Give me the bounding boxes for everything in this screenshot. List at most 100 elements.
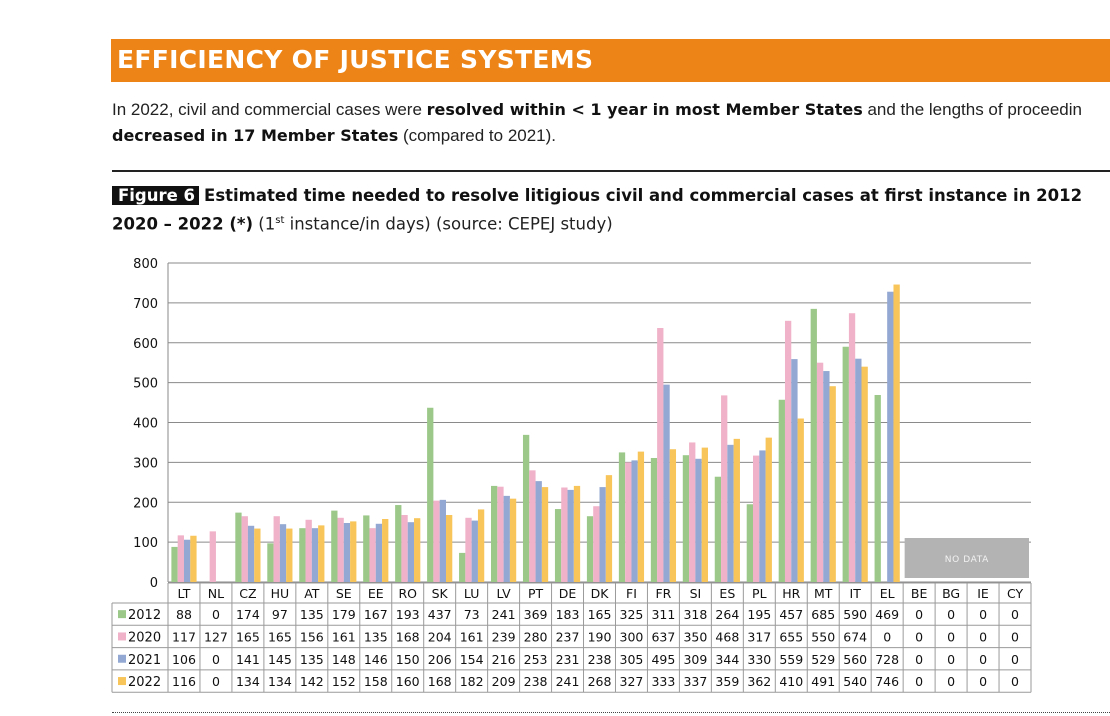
- category-label: ES: [719, 586, 735, 601]
- table-cell: 145: [268, 652, 292, 667]
- bar-DK-2012: [586, 516, 594, 582]
- y-tick-label: 600: [133, 337, 158, 352]
- table-cell: 362: [747, 674, 771, 689]
- figure-subtitle-pre: (1: [253, 214, 276, 234]
- bar-IT-2022: [861, 366, 868, 582]
- bar-FI-2021: [631, 460, 638, 582]
- category-label: LU: [464, 586, 480, 601]
- bar-HR-2020: [784, 320, 792, 582]
- table-cell: 311: [651, 607, 675, 622]
- table-cell: 550: [811, 629, 835, 644]
- bar-CZ-2021: [247, 525, 255, 582]
- table-cell: 350: [683, 629, 707, 644]
- bar-DE-2021: [567, 489, 574, 582]
- bar-CZ-2020: [241, 516, 248, 582]
- table-cell: 142: [300, 674, 324, 689]
- bar-PT-2020: [529, 470, 536, 582]
- figure-subtitle-post: instance/in days) (source: CEPEJ study): [284, 214, 613, 234]
- section-title: EFFICIENCY OF JUSTICE SYSTEMS: [117, 45, 594, 74]
- table-cell: 216: [492, 652, 516, 667]
- table-cell: 0: [212, 652, 220, 667]
- category-label: SE: [336, 586, 352, 601]
- table-cell: 73: [464, 607, 480, 622]
- category-label: FR: [655, 586, 671, 601]
- table-cell: 0: [947, 629, 955, 644]
- figure-subtitle-sup: st: [275, 215, 285, 226]
- bar-DE-2022: [573, 485, 581, 582]
- table-cell: 637: [651, 629, 675, 644]
- bar-AT-2020: [305, 519, 312, 582]
- data-table: LT NL CZ HU AT SE EE RO SK LU LV PT DE DK FI FR SI ES PL HR…: [111, 582, 1032, 693]
- bar-SE-2020: [337, 517, 344, 582]
- category-label: NL: [208, 586, 224, 601]
- table-cell: 337: [683, 674, 707, 689]
- table-cell: 193: [396, 607, 420, 622]
- section-divider: [112, 170, 1110, 172]
- table-cell: 317: [747, 629, 771, 644]
- bar-HR-2021: [791, 359, 798, 582]
- table-cell: 160: [396, 674, 420, 689]
- bar-FR-2012: [650, 457, 658, 582]
- category-label: LT: [178, 586, 191, 601]
- table-cell: 0: [883, 629, 891, 644]
- figure-title-line2: 2020 – 2022 (*): [112, 214, 254, 234]
- bar-FR-2020: [657, 328, 664, 582]
- bar-EL-2022: [893, 284, 900, 582]
- bar-HU-2012: [267, 543, 274, 582]
- category-label: RO: [398, 586, 417, 601]
- bar-ES-2021: [727, 444, 734, 582]
- legend-swatch-2012: [118, 610, 126, 619]
- table-cell: 0: [915, 652, 923, 667]
- bar-LT-2022: [190, 535, 197, 582]
- category-label: IE: [977, 586, 989, 601]
- table-cell: 457: [779, 607, 803, 622]
- table-cell: 309: [683, 652, 707, 667]
- bar-LU-2022: [477, 509, 485, 582]
- table-cell: 325: [620, 607, 644, 622]
- y-tick-label: 500: [133, 377, 158, 392]
- intro-text-3: (compared to 2021).: [398, 126, 557, 145]
- bar-FR-2021: [663, 384, 670, 582]
- table-cell: 0: [1011, 607, 1019, 622]
- table-cell: 168: [396, 629, 420, 644]
- category-label: CY: [1007, 586, 1024, 601]
- bar-SE-2022: [350, 521, 357, 582]
- category-label: PL: [752, 586, 767, 601]
- bar-EL-2021: [887, 291, 894, 582]
- bar-PT-2021: [535, 481, 542, 582]
- intro-paragraph: In 2022, civil and commercial cases were…: [112, 97, 1110, 149]
- table-cell: 182: [460, 674, 484, 689]
- table-cell: 559: [779, 652, 803, 667]
- table-cell: 0: [915, 674, 923, 689]
- table-cell: 116: [172, 674, 196, 689]
- intro-bold-1: resolved within < 1 year in most Member …: [426, 100, 863, 119]
- table-cell: 165: [268, 629, 292, 644]
- bar-EE-2022: [382, 519, 389, 582]
- category-label: SI: [690, 586, 702, 601]
- bar-LV-2021: [503, 495, 510, 582]
- table-cell: 0: [947, 674, 955, 689]
- table-cell: 0: [1011, 629, 1019, 644]
- table-cell: 135: [300, 652, 324, 667]
- bar-LV-2012: [491, 485, 498, 582]
- table-cell: 305: [620, 652, 644, 667]
- table-cell: 154: [460, 652, 484, 667]
- table-cell: 183: [556, 607, 580, 622]
- bar-LT-2012: [171, 546, 178, 582]
- table-cell: 495: [651, 652, 675, 667]
- bar-PL-2020: [753, 455, 760, 582]
- bar-HR-2022: [797, 418, 804, 582]
- bar-SI-2022: [701, 447, 708, 582]
- bar-SI-2012: [682, 455, 690, 582]
- bar-MT-2012: [810, 308, 817, 582]
- table-cell: 150: [396, 652, 420, 667]
- table-cell: 158: [364, 674, 388, 689]
- category-label: LV: [497, 586, 512, 601]
- bar-FR-2022: [669, 449, 677, 582]
- figure-caption: Figure 6 Estimated time needed to resolve…: [112, 183, 1110, 237]
- bar-SK-2012: [427, 407, 434, 582]
- bar-DK-2021: [599, 487, 606, 582]
- bar-IT-2021: [855, 358, 862, 582]
- bar-CZ-2012: [235, 512, 242, 582]
